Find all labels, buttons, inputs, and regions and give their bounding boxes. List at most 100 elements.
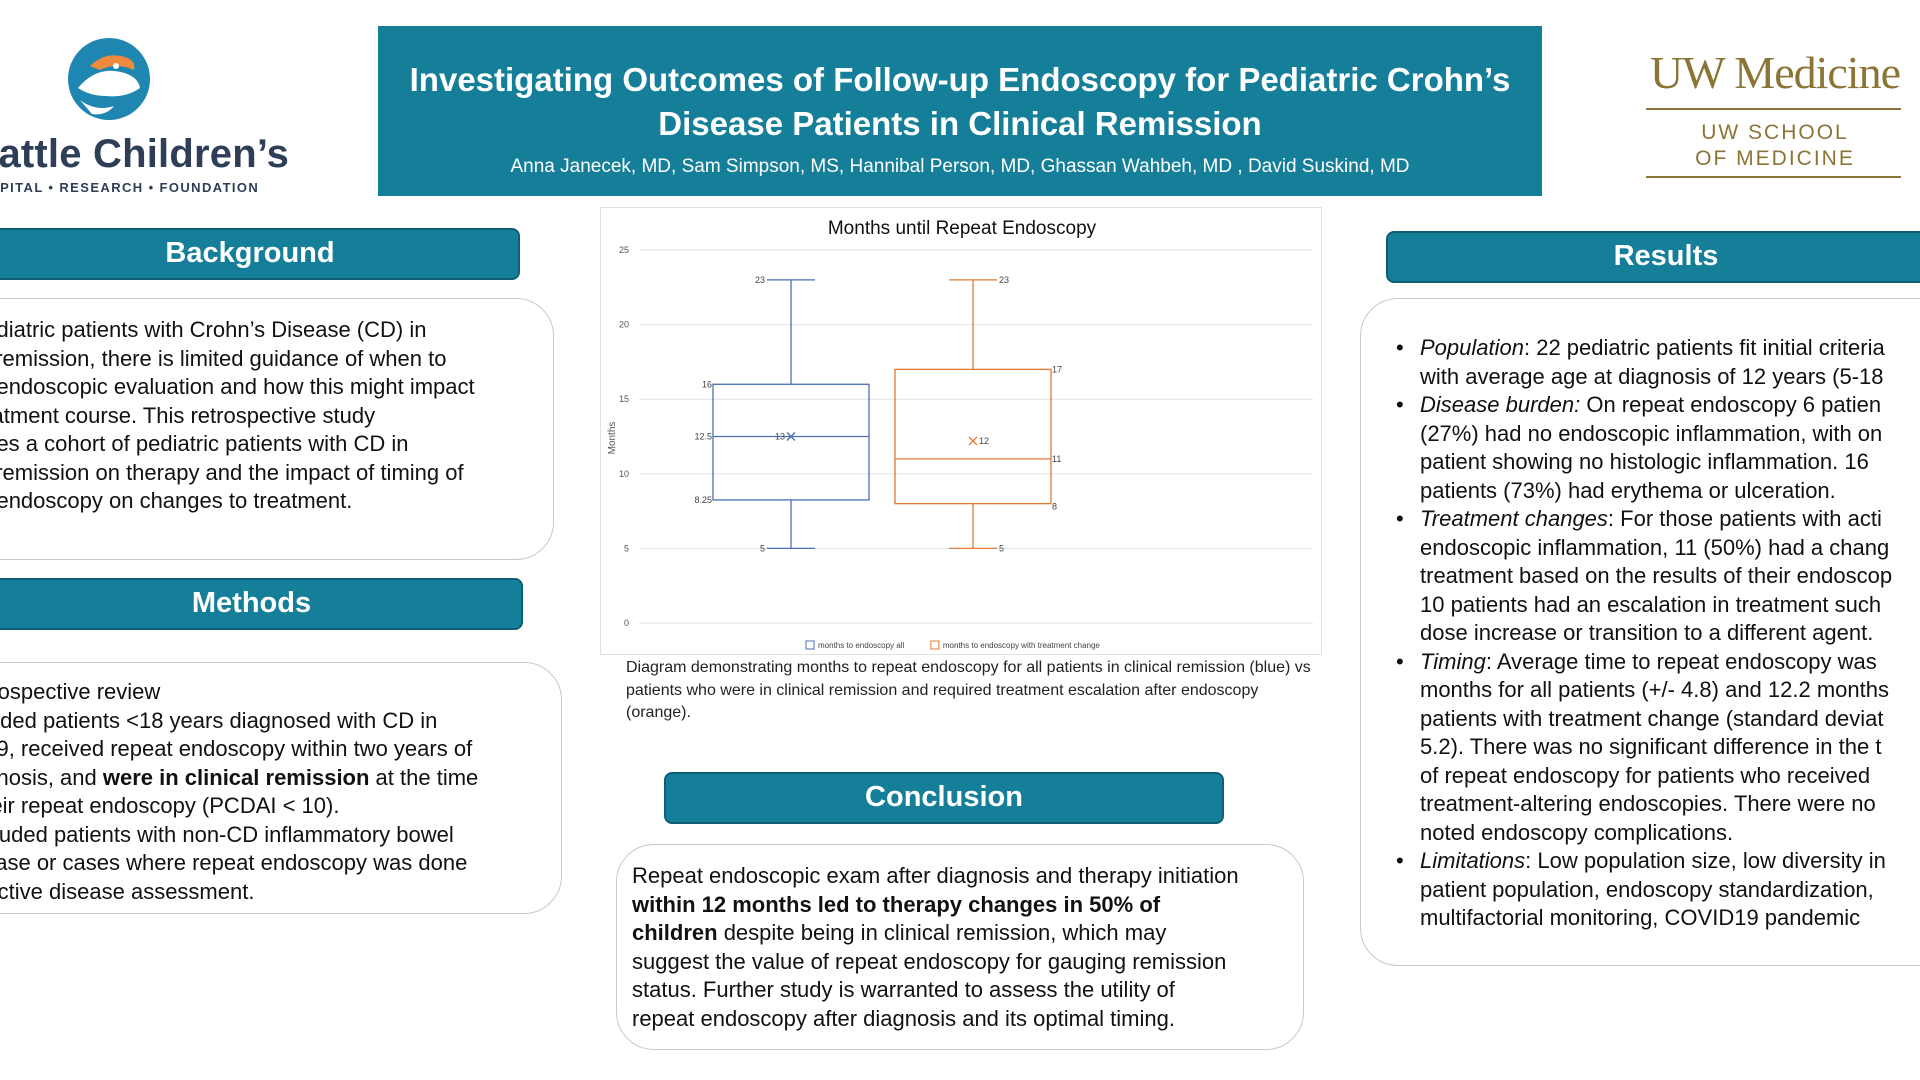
text-span: On repeat endoscopy 6 patien (1580, 392, 1882, 417)
bold-span: within 12 months led to therapy changes … (632, 891, 1161, 917)
data-label: 13 (775, 432, 785, 442)
text-span: treatment based on the results of their … (1420, 563, 1893, 588)
text-line: sease or cases where repeat endoscopy wa… (0, 850, 468, 875)
data-label: 5 (760, 543, 765, 553)
logo-divider (1646, 176, 1901, 178)
text-span: patients with treatment change (standard… (1420, 705, 1884, 731)
chart-svg: Months until Repeat Endoscopy Months 0 5 1… (607, 218, 1313, 650)
text-line: ribes a cohort of pediatric patients wit… (0, 431, 409, 456)
results-item-disease-burden: Disease burden: On repeat endoscopy 6 pa… (1396, 391, 1892, 505)
text-line: pediatric patients with Crohn’s Disease … (0, 317, 427, 342)
text-line: children despite being in clinical remis… (632, 919, 1292, 948)
text-line: agnosis, and were in clinical remission … (0, 764, 552, 793)
methods-panel (0, 662, 562, 914)
logo-divider (1646, 108, 1901, 110)
text-span: 10 patients had an escalation in treatme… (1420, 591, 1882, 617)
data-label: 11 (1052, 454, 1061, 464)
text-span: endoscopic inflammation, 11 (50%) had a … (1420, 534, 1890, 560)
seattle-childrens-logo: eattle Children’s SPITAL • RESEARCH • FO… (0, 36, 289, 195)
results-item-limitations: Limitations: Low population size, low di… (1396, 847, 1892, 933)
text-span: treatment-altering endoscopies. There we… (1420, 791, 1876, 816)
y-tick-labels: 0 5 10 15 20 25 (619, 245, 629, 628)
title-banner: Investigating Outcomes of Follow-up Endo… (378, 26, 1542, 196)
box-series: 23 17 11 12 8 5 (894, 275, 1062, 553)
y-tick-label: 5 (624, 543, 629, 553)
methods-heading: Methods (0, 578, 523, 630)
box-iqr (712, 383, 870, 501)
bold-span: were in clinical remission (102, 764, 370, 790)
y-axis-label: Months (607, 422, 618, 455)
text-span: patient population, endoscopy standardiz… (1420, 876, 1874, 902)
title-line-1: Investigating Outcomes of Follow-up Endo… (409, 61, 1511, 98)
italic-span: Disease burden: (1420, 392, 1581, 417)
text-span: months for all patients (+/- 4.8) and 12… (1420, 677, 1889, 702)
italic-span: Treatment changes (1420, 506, 1608, 531)
italic-span: Limitations (1420, 848, 1526, 873)
text-span: agnosis, and (0, 764, 97, 790)
text-line: al remission, there is limited guidance … (0, 345, 447, 371)
data-label: 17 (1052, 364, 1062, 374)
text-line: cluded patients <18 years diagnosed with… (0, 707, 438, 733)
text-line: r active disease assessment. (0, 878, 255, 904)
text-line: at endoscopy on changes to treatment. (0, 488, 353, 513)
text-line: suggest the value of repeat endoscopy fo… (632, 948, 1227, 974)
title-line-2: Disease Patients in Clinical Remission (658, 105, 1262, 142)
results-heading: Results (1386, 231, 1920, 283)
y-tick-label: 20 (619, 320, 629, 330)
data-label: 12 (979, 436, 989, 446)
chart-caption: Diagram demonstrating months to repeat e… (626, 659, 1311, 721)
italic-span: Timing (1420, 648, 1486, 674)
text-line: etrospective review (0, 679, 161, 704)
text-span: noted endoscopy complications. (1420, 819, 1734, 845)
data-label: 12.5 (694, 432, 712, 442)
mean-marker (786, 432, 796, 441)
y-tick-label: 10 (619, 469, 629, 479)
data-label: 5 (999, 543, 1004, 553)
chart-title: Months until Repeat Endoscopy (828, 218, 1097, 239)
results-item-population: Population: 22 pediatric patients fit in… (1396, 334, 1892, 391)
bold-span: children (632, 920, 718, 945)
text-line: al remission on therapy and the impact o… (0, 459, 464, 485)
authors: Anna Janecek, MD, Sam Simpson, MS, Hanni… (510, 156, 1410, 177)
logo-tagline: SPITAL • RESEARCH • FOUNDATION (0, 180, 260, 195)
uw-school-text: UW SCHOOL OF MEDICINE (1630, 120, 1920, 172)
uw-school-line-2: OF MEDICINE (1695, 147, 1855, 170)
text-span: dose increase or transition to a differe… (1420, 620, 1874, 645)
text-line: within 12 months led to therapy changes … (632, 891, 1292, 920)
data-label: 23 (755, 275, 765, 285)
results-item-timing: Timing: Average time to repeat endoscopy… (1396, 648, 1892, 848)
box-series: 23 16 12.5 13 8.25 5 (694, 275, 870, 553)
text-span: (27%) had no endoscopic inflammation, wi… (1420, 420, 1883, 446)
text-line: their repeat endoscopy (PCDAI < 10). (0, 793, 340, 818)
y-tick-label: 25 (619, 245, 629, 255)
legend-swatch (805, 640, 815, 650)
text-span: 5.2). There was no significant differenc… (1420, 734, 1882, 759)
conclusion-text: Repeat endoscopic exam after diagnosis a… (632, 862, 1292, 1033)
data-label: 8 (1052, 502, 1057, 512)
poster-title: Investigating Outcomes of Follow-up Endo… (398, 58, 1522, 146)
text-span: patient showing no histologic inflammati… (1420, 449, 1869, 474)
legend-label: months to endoscopy with treatment chang… (943, 641, 1101, 650)
conclusion-panel (616, 844, 1304, 1050)
text-line: xcluded patients with non-CD inflammator… (0, 821, 454, 847)
text-line: at endoscopic evaluation and how this mi… (0, 374, 475, 399)
y-tick-label: 0 (624, 618, 629, 628)
text-span: multifactorial monitoring, COVID19 pande… (1420, 905, 1861, 930)
uw-school-line-1: UW SCHOOL (1701, 121, 1849, 144)
text-line: status. Further study is warranted to as… (632, 977, 1175, 1002)
text-span: with average age at diagnosis of 12 year… (1420, 363, 1884, 389)
background-panel (0, 298, 554, 560)
text-line: 019, received repeat endoscopy within tw… (0, 736, 473, 761)
italic-span: Population (1420, 335, 1524, 360)
data-label: 23 (999, 275, 1009, 285)
text-span: of repeat endoscopy for patients who rec… (1420, 762, 1871, 788)
background-text: pediatric patients with Crohn’s Disease … (0, 316, 552, 516)
text-span: : 22 pediatric patients fit initial crit… (1523, 335, 1885, 360)
chart-boxes: 23 16 12.5 13 8.25 5 23 17 11 12 8 5 (694, 275, 1062, 554)
text-span: : Low population size, low diversity in (1525, 848, 1886, 873)
legend-label: months to endoscopy all (818, 641, 904, 650)
conclusion-heading: Conclusion (664, 772, 1224, 824)
mean-marker (968, 436, 978, 446)
text-span: : Average time to repeat endoscopy was (1485, 648, 1877, 674)
text-line: reatment course. This retrospective stud… (0, 402, 376, 428)
